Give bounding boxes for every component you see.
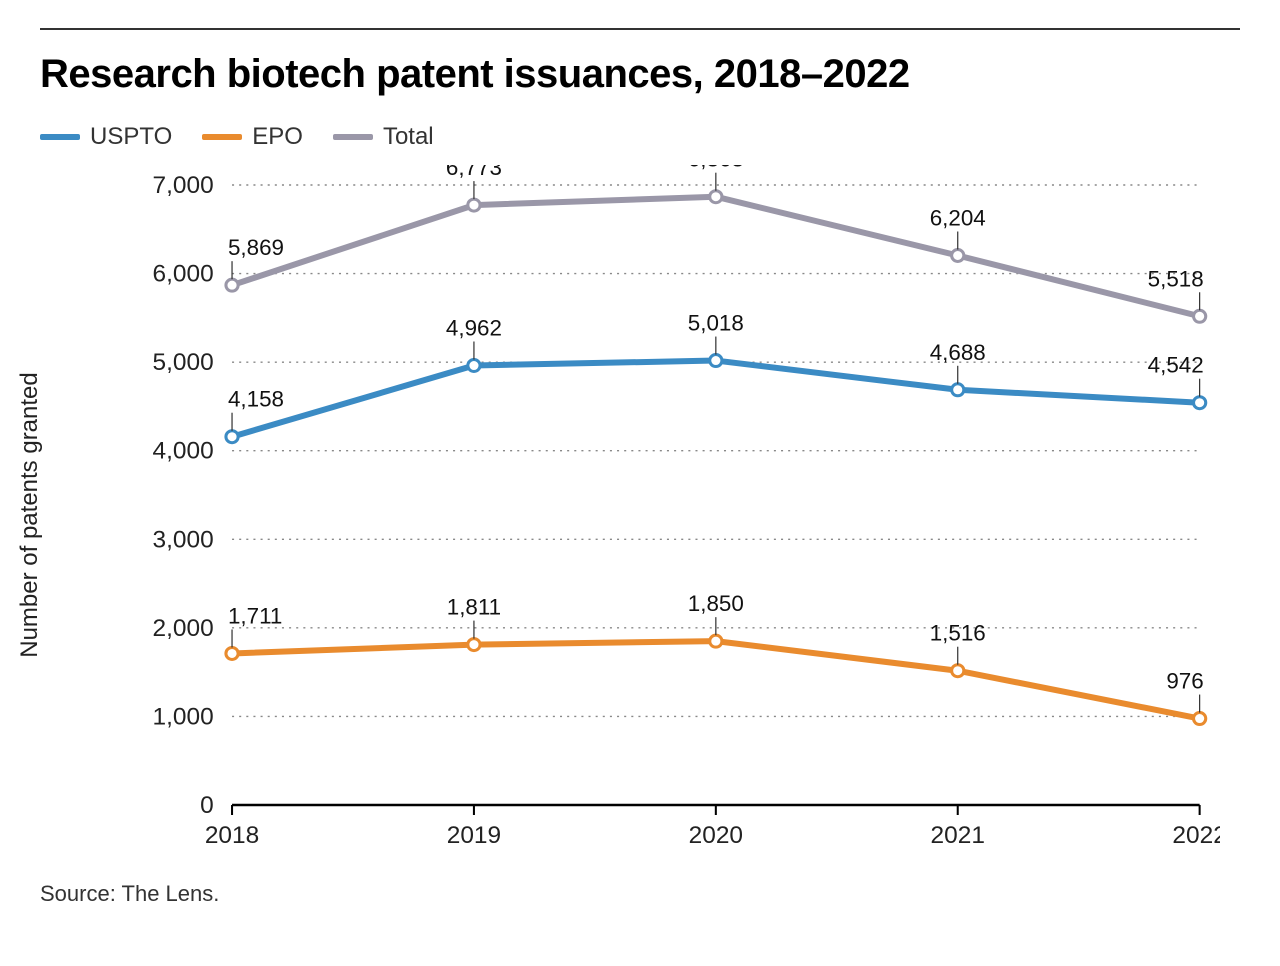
data-marker	[952, 250, 964, 262]
legend-swatch	[333, 134, 373, 140]
data-label: 1,711	[228, 604, 282, 629]
data-marker	[226, 279, 238, 291]
source-text: Source: The Lens.	[40, 881, 1240, 907]
data-label: 5,018	[688, 311, 744, 336]
data-label: 5,869	[228, 235, 284, 260]
data-label: 6,204	[930, 206, 986, 231]
data-marker	[952, 384, 964, 396]
y-tick-label: 0	[200, 792, 214, 819]
data-marker	[1194, 397, 1206, 409]
data-marker	[226, 431, 238, 443]
legend-item: USPTO	[40, 123, 172, 151]
data-label: 6,868	[688, 165, 744, 172]
data-marker	[710, 355, 722, 367]
data-label: 1,811	[447, 595, 501, 620]
chart-title: Research biotech patent issuances, 2018–…	[40, 52, 1240, 97]
data-marker	[1194, 310, 1206, 322]
y-tick-label: 2,000	[153, 615, 214, 642]
data-marker	[468, 639, 480, 651]
x-tick-label: 2020	[689, 822, 743, 849]
data-label: 4,962	[446, 316, 502, 341]
data-label: 976	[1166, 669, 1203, 694]
data-marker	[468, 199, 480, 211]
series-line	[232, 641, 1200, 718]
legend-label: EPO	[252, 123, 303, 151]
legend-item: EPO	[202, 123, 303, 151]
y-tick-label: 4,000	[153, 438, 214, 465]
y-tick-label: 6,000	[153, 261, 214, 288]
y-tick-label: 7,000	[153, 172, 214, 199]
data-marker	[710, 635, 722, 647]
legend-item: Total	[333, 123, 434, 151]
y-axis-label: Number of patents granted	[16, 372, 44, 658]
data-label: 4,542	[1148, 353, 1204, 378]
data-label: 5,518	[1148, 266, 1204, 291]
legend: USPTO EPO Total	[40, 123, 1240, 151]
chart-area: Number of patents granted 01,0002,0003,0…	[40, 165, 1240, 865]
y-tick-label: 5,000	[153, 349, 214, 376]
x-tick-label: 2018	[205, 822, 259, 849]
y-tick-label: 1,000	[153, 704, 214, 731]
x-tick-label: 2022	[1172, 822, 1220, 849]
chart-svg: 0 1,000 2,000 3,000 4,000 5,000 6,000 7,000 2018…	[120, 165, 1220, 865]
data-marker	[468, 360, 480, 372]
data-marker	[226, 647, 238, 659]
x-tick-label: 2019	[447, 822, 501, 849]
data-label: 1,516	[930, 621, 986, 646]
legend-swatch	[202, 134, 242, 140]
series-line	[232, 197, 1200, 317]
x-tick-label: 2021	[931, 822, 985, 849]
data-label: 4,688	[930, 340, 986, 365]
legend-label: Total	[383, 123, 434, 151]
chart-container: Research biotech patent issuances, 2018–…	[0, 0, 1280, 966]
top-divider	[40, 28, 1240, 30]
data-label: 6,773	[446, 165, 502, 180]
data-marker	[710, 191, 722, 203]
series-line	[232, 361, 1200, 437]
y-tick-label: 3,000	[153, 526, 214, 553]
data-label: 4,158	[228, 387, 284, 412]
legend-label: USPTO	[90, 123, 172, 151]
data-label: 1,850	[688, 591, 744, 616]
data-marker	[1194, 713, 1206, 725]
legend-swatch	[40, 134, 80, 140]
data-marker	[952, 665, 964, 677]
